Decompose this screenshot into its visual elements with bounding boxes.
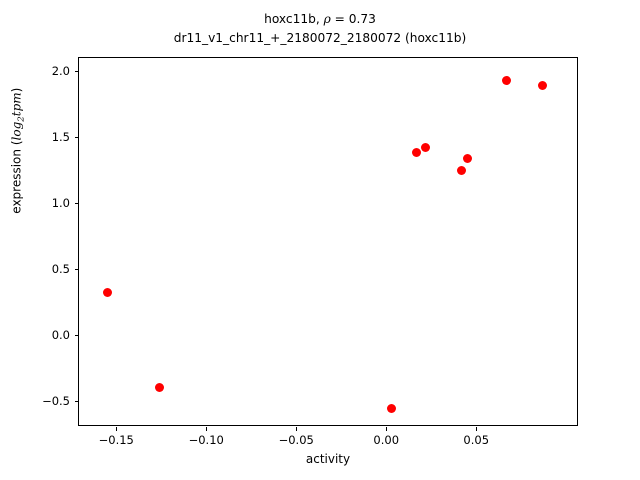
y-axis-label-suffix: ) [9, 87, 24, 93]
x-axis-tick-label: −0.10 [188, 433, 224, 447]
figure-title-line-2: dr11_v1_chr11_+_2180072_2180072 (hoxc11b… [173, 31, 467, 45]
title-gene-name: hoxc11b [264, 12, 316, 26]
figure-title-block: hoxc11b, ρ = 0.73 dr11_v1_chr11_+_218007… [0, 10, 640, 48]
scatter-point [387, 404, 397, 414]
y-axis-label-prefix: expression ( [9, 140, 24, 214]
plot-axes-frame: −0.15 −0.10 −0.05 0.00 0.05 −0.5 0.0 0.5 1.0 1.5 2… [42, 57, 578, 447]
y-axis-tick-label: 2.0 [51, 64, 70, 79]
scatter-point [457, 165, 467, 175]
x-axis-tick-label: 0.00 [373, 433, 400, 447]
x-axis-tick-label: −0.05 [278, 433, 314, 447]
scatter-point [502, 75, 512, 85]
scatter-point [154, 382, 164, 392]
x-axis-tick [386, 427, 388, 431]
y-axis-log-base: 2 [16, 116, 27, 122]
y-axis-tick-label: 0.0 [51, 327, 70, 342]
scatter-point [102, 288, 112, 298]
x-axis-tick-label: −0.15 [98, 433, 134, 447]
scatter-point [412, 148, 422, 158]
y-axis-tick [75, 334, 79, 336]
y-axis-tick [75, 137, 79, 139]
title-rho-value: 0.73 [348, 12, 376, 26]
scatter-point [421, 143, 431, 153]
y-axis-tick-label: 1.0 [51, 195, 70, 210]
scatter-point [462, 153, 472, 163]
x-axis-tick-label: 0.05 [463, 433, 490, 447]
y-axis-tick [75, 400, 79, 402]
y-axis-tick [75, 202, 79, 205]
y-axis-tick [75, 71, 79, 73]
scatter-point [538, 81, 548, 91]
scatter-plot-area [79, 58, 577, 425]
figure-title-line-1: hoxc11b, ρ = 0.73 [0, 10, 640, 29]
y-axis-log-text: log [9, 121, 24, 141]
title-equals: = [330, 12, 349, 26]
rho-symbol: ρ [323, 12, 331, 26]
x-axis-label: activity [305, 452, 351, 466]
y-axis-tick [75, 268, 79, 270]
x-axis-tick [296, 427, 298, 431]
y-axis-tick-label: 0.5 [51, 261, 70, 276]
y-axis-tick-label: −0.5 [42, 393, 70, 408]
x-axis-tick [116, 427, 118, 431]
y-axis-label: expression (log2tpm) [9, 51, 26, 251]
y-axis-tick-label: 1.5 [51, 130, 70, 145]
title-separator: , [315, 12, 324, 26]
y-axis-label-log2tpm: log2tpm [9, 92, 26, 141]
x-axis-tick [476, 427, 478, 431]
x-axis-tick [206, 427, 208, 431]
y-axis-tpm-text: tpm [9, 92, 24, 117]
